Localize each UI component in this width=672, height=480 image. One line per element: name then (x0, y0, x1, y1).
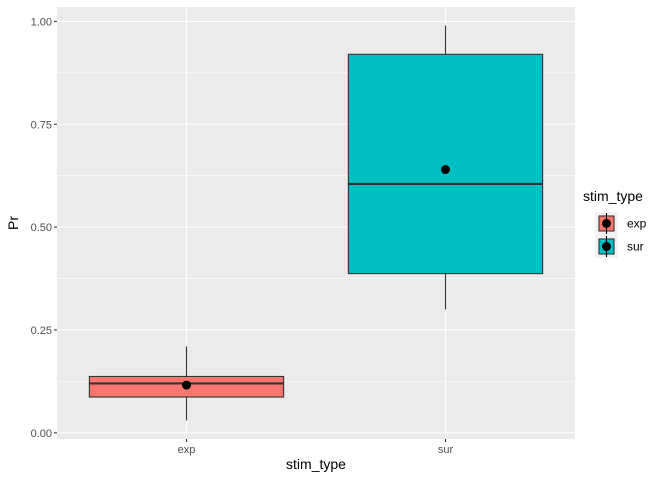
legend-key-point (602, 219, 611, 228)
box-body (347, 53, 544, 275)
legend-title: stim_type (583, 188, 643, 204)
box-sur (347, 25, 544, 310)
y-axis-title: Pr (5, 216, 21, 230)
x-axis: exp sur (178, 439, 454, 456)
x-axis-title: stim_type (286, 456, 346, 472)
x-tick-label: sur (438, 444, 454, 456)
legend-key-point (602, 242, 611, 251)
y-tick-label: 0.25 (31, 325, 52, 337)
y-tick-label: 0.00 (31, 428, 52, 440)
legend-label: sur (627, 240, 644, 254)
legend-item-exp: exp (595, 212, 647, 235)
legend: stim_type exp sur (583, 188, 647, 258)
box-exp (88, 346, 285, 421)
mean-point (182, 380, 191, 390)
y-tick-label: 0.75 (31, 119, 52, 131)
y-axis: 0.00 0.25 0.50 0.75 1.00 (31, 16, 57, 440)
x-tick-label: exp (178, 444, 196, 456)
legend-label: exp (627, 217, 647, 231)
mean-point (441, 165, 450, 175)
y-tick-label: 0.50 (31, 222, 52, 234)
legend-item-sur: sur (595, 235, 644, 258)
y-tick-label: 1.00 (31, 16, 52, 28)
boxes-layer (88, 25, 544, 421)
